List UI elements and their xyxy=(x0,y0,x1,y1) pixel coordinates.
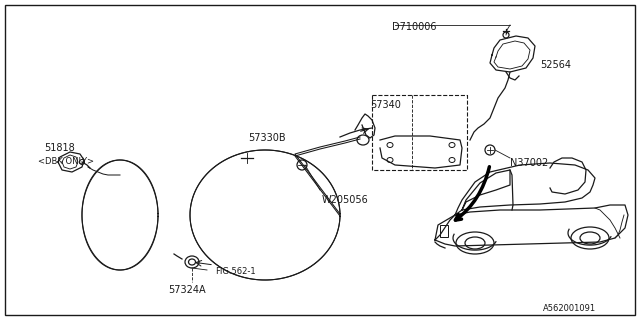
Text: A562001091: A562001091 xyxy=(543,304,596,313)
Text: 51818: 51818 xyxy=(44,143,75,153)
Bar xyxy=(372,95,467,170)
Text: 57330B: 57330B xyxy=(248,133,285,143)
Text: 57324A: 57324A xyxy=(168,285,205,295)
Text: 52564: 52564 xyxy=(540,60,571,70)
Text: W205056: W205056 xyxy=(322,195,369,205)
Text: D710006: D710006 xyxy=(392,22,436,32)
Text: N37002: N37002 xyxy=(510,158,548,168)
Bar xyxy=(440,225,448,237)
Text: <DBK ONLY>: <DBK ONLY> xyxy=(38,157,94,166)
Text: 57340: 57340 xyxy=(370,100,401,110)
Text: FIG.562-1: FIG.562-1 xyxy=(215,267,255,276)
